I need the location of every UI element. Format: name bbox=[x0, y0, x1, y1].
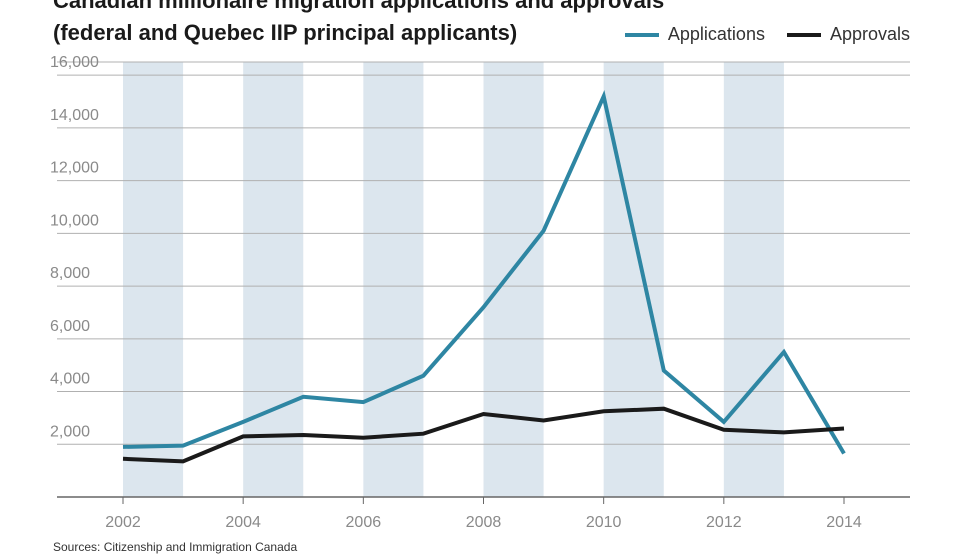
legend-item-applications: Applications bbox=[624, 24, 765, 45]
legend-label-applications: Applications bbox=[667, 24, 765, 44]
y-tick-label-12000: 12,000 bbox=[50, 160, 99, 177]
legend-swatch-approvals bbox=[786, 32, 821, 37]
series-line-approvals bbox=[122, 406, 845, 464]
shade-band-2010 bbox=[603, 62, 664, 497]
shade-band-2002 bbox=[123, 62, 184, 497]
y-tick-label-16000: 16,000 bbox=[50, 54, 99, 71]
x-tick-label-2008: 2008 bbox=[466, 514, 502, 531]
source-note: Sources: Citizenship and Immigration Can… bbox=[53, 540, 298, 554]
legend-swatch-applications bbox=[624, 32, 659, 37]
y-tick-label-6000: 6,000 bbox=[50, 318, 90, 335]
x-tick-label-2012: 2012 bbox=[706, 514, 742, 531]
y-tick-label-14000: 14,000 bbox=[50, 107, 99, 124]
y-tick-label-10000: 10,000 bbox=[50, 212, 99, 229]
series-line-applications bbox=[122, 89, 846, 455]
y-tick-label-4000: 4,000 bbox=[50, 371, 90, 388]
y-tick-label-8000: 8,000 bbox=[50, 265, 90, 282]
chart-title-line-2: (federal and Quebec IIP principal applic… bbox=[53, 20, 518, 45]
shade-band-2012 bbox=[723, 62, 784, 497]
legend: Applications Approvals bbox=[624, 24, 910, 45]
shade-band-2004 bbox=[243, 62, 304, 497]
x-tick-label-2006: 2006 bbox=[346, 514, 382, 531]
shade-band-2006 bbox=[363, 62, 424, 497]
legend-item-approvals: Approvals bbox=[786, 24, 910, 45]
x-tick-label-2002: 2002 bbox=[105, 514, 141, 531]
y-tick-label-2000: 2,000 bbox=[50, 423, 90, 440]
x-tick-label-2014: 2014 bbox=[826, 514, 862, 531]
legend-label-approvals: Approvals bbox=[829, 24, 910, 44]
x-tick-label-2004: 2004 bbox=[225, 514, 261, 531]
shade-band-2008 bbox=[483, 62, 544, 497]
chart-title-line-1: Canadian millionaire migration applicati… bbox=[53, 0, 665, 13]
x-tick-label-2010: 2010 bbox=[586, 514, 622, 531]
